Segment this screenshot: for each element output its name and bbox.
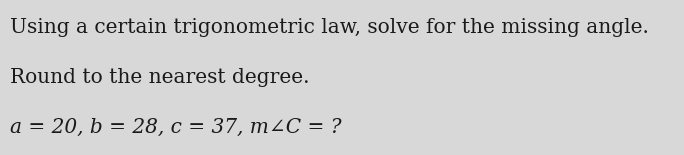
Text: a = 20, b = 28, c = 37, m∠C = ?: a = 20, b = 28, c = 37, m∠C = ? [10, 118, 341, 137]
Text: Round to the nearest degree.: Round to the nearest degree. [10, 68, 309, 87]
Text: Using a certain trigonometric law, solve for the missing angle.: Using a certain trigonometric law, solve… [10, 18, 649, 37]
